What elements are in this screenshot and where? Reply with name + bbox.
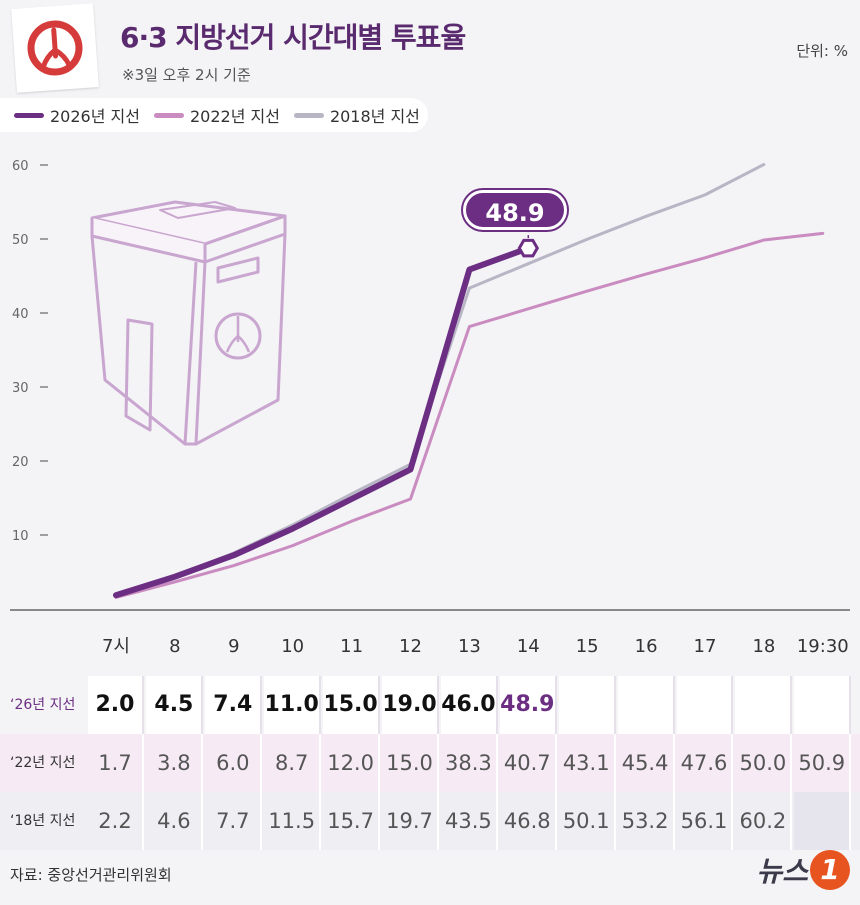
table-cell: 12.0 bbox=[323, 734, 381, 792]
table-cell: 11.5 bbox=[264, 792, 322, 850]
table-cell: 3.8 bbox=[146, 734, 204, 792]
table-cell: 50.9 bbox=[794, 734, 852, 792]
table-cell: 4.6 bbox=[146, 792, 204, 850]
series-line-2022 bbox=[114, 231, 825, 599]
legend-label-2026: 2026년 지선 bbox=[50, 107, 140, 126]
table-cell bbox=[735, 676, 793, 734]
row-label-2026: ‘26년 지선 bbox=[10, 697, 76, 713]
table-cell: 50.0 bbox=[735, 734, 793, 792]
x-tick-label: 7시 bbox=[102, 636, 130, 657]
legend-swatch-2026 bbox=[14, 112, 44, 118]
table-cell bbox=[794, 676, 852, 734]
legend-swatch-2022 bbox=[153, 112, 184, 118]
table-cell: 11.0 bbox=[264, 676, 322, 734]
table-cell bbox=[676, 676, 734, 734]
table-cell: 43.1 bbox=[559, 734, 616, 792]
brand-text: 뉴스 bbox=[756, 855, 808, 888]
y-tick-label: 30 bbox=[12, 381, 29, 396]
news1-logo: 뉴스 1 bbox=[756, 850, 850, 890]
table-cell: 15.7 bbox=[323, 792, 381, 850]
x-tick-label: 15 bbox=[576, 636, 599, 657]
table-cell: 15.0 bbox=[323, 676, 381, 734]
table-cell: 38.3 bbox=[441, 734, 498, 792]
y-tick-label: 20 bbox=[12, 455, 29, 470]
table-cell: 53.2 bbox=[618, 792, 675, 850]
table-row-2018: ‘18년 지선 2.2 4.6 7.7 11.5 15.7 19.7 43.5 46.8 50.… bbox=[0, 792, 860, 850]
table-cell: 19.0 bbox=[382, 676, 439, 734]
page-title: 6·3 지방선거 시간대별 투표율 bbox=[120, 21, 466, 54]
x-tick-label: 9 bbox=[228, 636, 239, 657]
table-cell bbox=[794, 792, 852, 850]
table-cell bbox=[617, 676, 675, 734]
x-tick-label: 14 bbox=[517, 636, 540, 657]
chart-series bbox=[113, 163, 825, 599]
series-line-2026 bbox=[113, 245, 532, 599]
x-tick-label: 8 bbox=[169, 636, 180, 657]
table-cell: 43.5 bbox=[441, 792, 498, 850]
legend-label-2018: 2018년 지선 bbox=[329, 107, 420, 126]
y-axis: 10 20 30 40 50 60 bbox=[12, 159, 48, 544]
table-cell: 48.9 bbox=[499, 676, 557, 734]
x-tick-label: 19:30 bbox=[797, 636, 849, 657]
table-cell: 2.2 bbox=[88, 792, 145, 850]
ballot-stamp-logo bbox=[11, 3, 99, 93]
x-tick-label: 12 bbox=[399, 636, 422, 657]
table-cell: 6.0 bbox=[205, 734, 263, 792]
chart-legend: 2026년 지선 2022년 지선 2018년 지선 bbox=[0, 98, 428, 132]
legend-item-2022: 2022년 지선 bbox=[153, 103, 280, 127]
table-cell: 50.1 bbox=[559, 792, 616, 850]
table-cell: 4.5 bbox=[146, 676, 204, 734]
x-tick-label: 13 bbox=[458, 636, 481, 657]
table-cell: 19.7 bbox=[382, 792, 439, 850]
table-cell: 2.0 bbox=[87, 676, 145, 734]
ballot-box-illustration bbox=[90, 200, 287, 446]
legend-item-2018: 2018년 지선 bbox=[293, 103, 420, 127]
table-cell: 60.2 bbox=[735, 792, 793, 850]
y-tick-label: 10 bbox=[12, 529, 29, 544]
ballot-stamp-icon bbox=[27, 20, 83, 76]
table-cell: 7.4 bbox=[205, 676, 263, 734]
table-row-2026: ‘26년 지선 2.0 4.5 7.4 11.0 15.0 19.0 46.0 48.9 bbox=[0, 676, 860, 734]
table-cell: 47.6 bbox=[677, 734, 734, 792]
y-tick-label: 40 bbox=[12, 307, 29, 322]
x-tick-label: 18 bbox=[752, 636, 775, 657]
row-label-2018: ‘18년 지선 bbox=[10, 813, 76, 829]
table-row-2022: ‘22년 지선 1.7 3.8 6.0 8.7 12.0 15.0 38.3 40.7 43.1… bbox=[0, 734, 860, 792]
table-cell: 45.4 bbox=[618, 734, 675, 792]
y-tick-label: 60 bbox=[12, 159, 29, 174]
source-note: 자료: 중앙선거관리위원회 bbox=[10, 866, 172, 884]
legend-label-2022: 2022년 지선 bbox=[189, 107, 280, 126]
table-cell: 56.1 bbox=[677, 792, 734, 850]
legend-swatch-2018 bbox=[293, 112, 324, 118]
x-tick-label: 16 bbox=[635, 636, 658, 657]
table-cell: 15.0 bbox=[382, 734, 439, 792]
x-axis-ticks: 7시 8 9 10 11 12 13 14 15 16 17 18 19:30 bbox=[102, 636, 849, 657]
x-tick-label: 10 bbox=[281, 636, 304, 657]
brand-badge: 1 bbox=[810, 850, 850, 890]
table-cell: 46.8 bbox=[500, 792, 557, 850]
table-cell: 8.7 bbox=[264, 734, 322, 792]
table-cell: 7.7 bbox=[205, 792, 263, 850]
latest-value-callout: 48.9 bbox=[463, 190, 567, 230]
row-label-2022: ‘22년 지선 bbox=[10, 755, 76, 771]
table-cell: 1.7 bbox=[88, 734, 145, 792]
legend-item-2026: 2026년 지선 bbox=[14, 103, 140, 127]
line-chart: 10 20 30 40 50 60 7시 8 9 10 11 12 13 14 15 16 17 18 19:30 bbox=[10, 159, 850, 657]
y-tick-label: 50 bbox=[12, 233, 29, 248]
x-tick-label: 17 bbox=[694, 636, 717, 657]
table-cell: 40.7 bbox=[500, 734, 557, 792]
table-cell: 46.0 bbox=[440, 676, 498, 734]
table-cell bbox=[558, 676, 616, 734]
x-tick-label: 11 bbox=[340, 636, 363, 657]
unit-label: 단위: % bbox=[796, 42, 848, 60]
page-subtitle: ※3일 오후 2시 기준 bbox=[122, 66, 251, 84]
latest-point-marker bbox=[517, 238, 540, 258]
